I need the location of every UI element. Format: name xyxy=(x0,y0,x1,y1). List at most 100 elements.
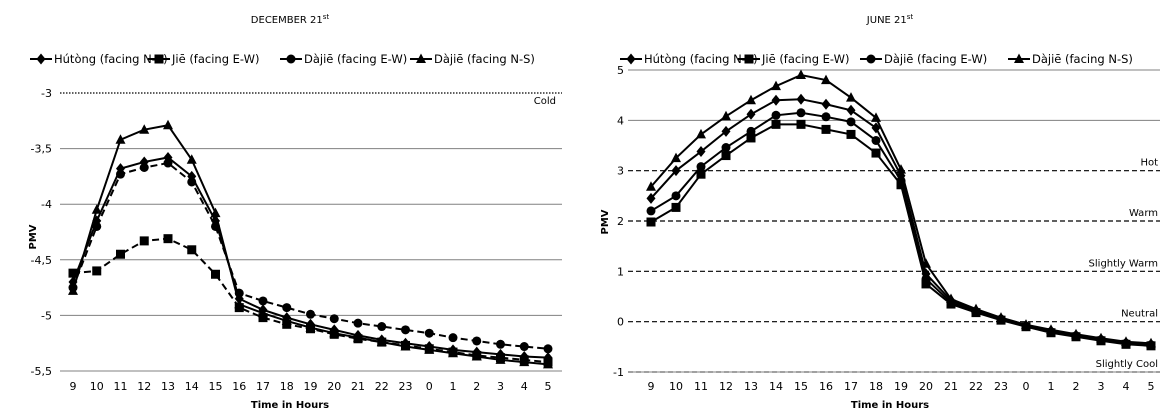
point-marker xyxy=(139,236,149,246)
y-tick-label: -1 xyxy=(613,366,624,379)
point-marker xyxy=(646,217,656,227)
point-marker xyxy=(258,296,268,306)
point-marker xyxy=(746,126,756,136)
x-tick-label: 22 xyxy=(969,380,983,393)
y-tick-label: -3 xyxy=(41,87,52,100)
x-tick-label: 12 xyxy=(137,380,151,393)
point-marker xyxy=(746,108,756,120)
x-tick-label: 5 xyxy=(545,380,552,393)
point-marker xyxy=(1096,332,1106,343)
x-tick-label: 16 xyxy=(232,380,246,393)
point-marker xyxy=(771,80,781,91)
chart-december: DECEMBER 21st Hútòng (facing N-S) Jiē (fa… xyxy=(28,13,562,411)
legend-item: Hútòng (facing N-S) xyxy=(30,52,168,66)
x-tick-label: 1 xyxy=(1048,380,1055,393)
point-marker xyxy=(1014,53,1024,63)
point-marker xyxy=(671,191,681,201)
legend-label: Jiē (facing E-W) xyxy=(761,52,849,66)
point-marker xyxy=(821,112,831,122)
x-tick-label: 2 xyxy=(473,380,480,393)
x-tick-label: 11 xyxy=(114,380,128,393)
point-marker xyxy=(163,158,173,168)
point-marker xyxy=(771,94,781,106)
point-marker xyxy=(671,202,681,212)
point-marker xyxy=(846,92,856,102)
point-marker xyxy=(187,177,197,187)
point-marker xyxy=(1146,337,1156,348)
legend-item: Dàjiē (facing E-W) xyxy=(860,52,987,66)
x-tick-label: 20 xyxy=(919,380,933,393)
y-axis-label: PMV xyxy=(600,209,611,234)
chart-title: DECEMBER 21st xyxy=(251,13,330,26)
point-marker xyxy=(139,124,150,134)
x-tick-label: 14 xyxy=(769,380,783,393)
point-marker xyxy=(871,135,881,145)
x-tick-label: 0 xyxy=(426,380,433,393)
point-marker xyxy=(821,74,831,85)
point-marker xyxy=(626,53,636,65)
point-marker xyxy=(696,146,706,158)
legend-label: Dàjiē (facing N-S) xyxy=(1032,52,1133,66)
point-marker xyxy=(519,342,529,352)
point-marker xyxy=(471,351,482,361)
x-tick-label: 14 xyxy=(185,380,199,393)
point-marker xyxy=(996,312,1006,322)
x-tick-label: 4 xyxy=(1123,380,1130,393)
point-marker xyxy=(796,108,806,118)
legend: Hútòng (facing N-S) Jiē (facing E-W) Dàjiē… xyxy=(30,52,535,66)
x-tick-label: 17 xyxy=(256,380,270,393)
series-3 xyxy=(68,119,553,369)
point-marker xyxy=(401,325,410,335)
point-marker xyxy=(921,279,931,289)
legend-item: Dàjiē (facing E-W) xyxy=(280,52,407,66)
point-marker xyxy=(329,327,340,338)
x-tick-label: 10 xyxy=(669,380,683,393)
x-tick-label: 23 xyxy=(399,380,413,393)
x-tick-label: 5 xyxy=(1148,380,1155,393)
series-0 xyxy=(646,93,1156,350)
point-marker xyxy=(353,318,363,328)
point-marker xyxy=(1121,336,1131,346)
point-marker xyxy=(671,165,681,177)
chart-june: JUNE 21st Hútòng (facing N-S) Jiē (facing… xyxy=(600,13,1160,411)
point-marker xyxy=(286,54,296,64)
x-tick-label: 3 xyxy=(1098,380,1105,393)
series-2 xyxy=(68,158,553,354)
legend-item: Hútòng (facing N-S) xyxy=(620,52,758,66)
point-marker xyxy=(448,347,458,358)
point-marker xyxy=(116,169,125,179)
point-marker xyxy=(187,245,197,255)
series-group xyxy=(68,119,553,369)
point-marker xyxy=(646,192,656,204)
point-marker xyxy=(871,112,881,122)
legend: Hútòng (facing N-S) Jiē (facing E-W) Dàjiē… xyxy=(620,52,1133,66)
zone-label: Hot xyxy=(1140,158,1158,169)
x-tick-labels: 9 10 11 12 13 14 15 16 17 18 19 20 21 22 23 0 1 2 3 4 5 xyxy=(648,380,1155,393)
point-marker xyxy=(721,110,731,121)
series-1 xyxy=(646,119,1156,351)
x-tick-label: 1 xyxy=(450,380,457,393)
x-tick-label: 21 xyxy=(351,380,365,393)
legend-label: Jiē (facing E-W) xyxy=(171,52,259,66)
point-marker xyxy=(519,356,530,367)
legend-label: Dàjiē (facing N-S) xyxy=(434,52,535,66)
point-marker xyxy=(306,309,315,319)
legend-item: Jiē (facing E-W) xyxy=(148,52,259,66)
x-tick-label: 12 xyxy=(719,380,733,393)
x-tick-label: 4 xyxy=(521,380,528,393)
point-marker xyxy=(671,152,681,163)
x-tick-label: 13 xyxy=(161,380,175,393)
x-tick-label: 3 xyxy=(497,380,504,393)
point-marker xyxy=(163,234,173,244)
y-tick-label: 1 xyxy=(617,265,624,278)
series-2 xyxy=(646,108,1156,350)
y-tick-label: -3,5 xyxy=(31,143,52,156)
point-marker xyxy=(68,285,78,295)
y-axis-label: PMV xyxy=(28,224,39,249)
point-marker xyxy=(1021,319,1031,329)
zone-label: Slightly Cool xyxy=(1096,359,1158,370)
point-marker xyxy=(746,133,756,143)
point-marker xyxy=(154,54,164,64)
x-tick-label: 17 xyxy=(844,380,858,393)
